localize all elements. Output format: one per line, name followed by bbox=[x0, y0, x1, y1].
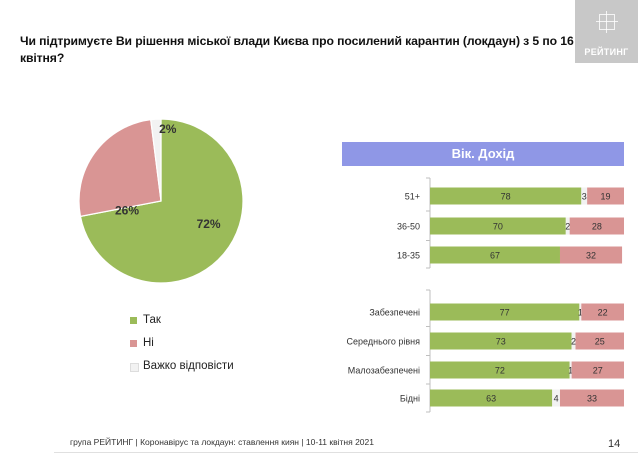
legend-label-hard: Важко відповісти bbox=[143, 360, 234, 372]
legend-label-no: Ні bbox=[143, 337, 154, 349]
bar-no-label: 32 bbox=[586, 251, 596, 261]
pie-slice-no bbox=[78, 118, 162, 218]
bar-yes bbox=[430, 361, 570, 379]
bar-no bbox=[559, 389, 624, 407]
bar-yes-label: 63 bbox=[486, 394, 496, 404]
bar-no-label: 28 bbox=[592, 222, 602, 232]
bar-yes bbox=[430, 217, 566, 235]
footer-divider bbox=[54, 452, 638, 453]
bar-no bbox=[571, 361, 624, 379]
footer-text: група РЕЙТИНГ | Коронавірус та локдаун: … bbox=[70, 437, 374, 447]
bar-hard bbox=[571, 332, 576, 350]
bar-no bbox=[581, 303, 624, 321]
bar-no-label: 25 bbox=[595, 337, 605, 347]
bar-hard-label: 1 bbox=[568, 366, 573, 376]
bar-no-label: 19 bbox=[601, 192, 611, 202]
bar-no bbox=[559, 246, 623, 264]
category-label: 51+ bbox=[405, 192, 420, 202]
pie-slice-yes bbox=[79, 118, 244, 284]
bar-yes-label: 73 bbox=[496, 337, 506, 347]
bar-yes bbox=[430, 389, 553, 407]
bar-yes bbox=[430, 303, 580, 321]
bar-hard bbox=[565, 217, 570, 235]
bar-chart-title: Вік. Дохід bbox=[342, 142, 624, 166]
bar-yes-label: 67 bbox=[490, 251, 500, 261]
bar-yes-label: 72 bbox=[495, 366, 505, 376]
legend-item-yes: Так bbox=[130, 313, 234, 336]
bar-hard-label: 2 bbox=[565, 222, 570, 232]
pie-chart: 72% 26% 2% bbox=[76, 116, 246, 286]
category-label: Бідні bbox=[400, 394, 420, 404]
bar-hard bbox=[569, 361, 572, 379]
bar-yes-label: 78 bbox=[501, 192, 511, 202]
bar-hard bbox=[579, 303, 582, 321]
legend-swatch-yes bbox=[130, 317, 137, 324]
pie-label-hard: 2% bbox=[159, 122, 177, 136]
bar-hard-label: 2 bbox=[571, 337, 576, 347]
pie-label-no: 26% bbox=[115, 204, 139, 218]
bar-yes bbox=[430, 332, 572, 350]
category-label: 18-35 bbox=[397, 251, 420, 261]
bar-yes bbox=[430, 187, 582, 205]
bar-no-label: 22 bbox=[598, 308, 608, 318]
legend-label-yes: Так bbox=[143, 314, 161, 326]
bar-yes-label: 70 bbox=[493, 222, 503, 232]
page-title: Чи підтримуєте Ви рішення міської влади … bbox=[20, 34, 574, 65]
bar-no bbox=[569, 217, 624, 235]
bar-no-label: 27 bbox=[593, 366, 603, 376]
bar-hard-label: 3 bbox=[582, 192, 587, 202]
legend-item-no: Ні bbox=[130, 336, 234, 359]
category-label: Малозабезпечені bbox=[348, 366, 420, 376]
bar-yes-label: 77 bbox=[500, 308, 510, 318]
bar-yes bbox=[430, 246, 560, 264]
pie-slice-hard bbox=[150, 118, 162, 202]
category-label: Забезпечені bbox=[369, 308, 420, 318]
logo-text: РЕЙТИНГ bbox=[584, 47, 629, 57]
rating-logo: РЕЙТИНГ bbox=[575, 0, 638, 63]
bar-no-label: 33 bbox=[587, 394, 597, 404]
bar-no bbox=[587, 187, 624, 205]
page-number: 14 bbox=[608, 438, 621, 450]
bar-hard-label: 4 bbox=[554, 394, 559, 404]
category-label: Середнього рівня bbox=[347, 337, 421, 347]
legend-item-hard: Важко відповісти bbox=[130, 359, 234, 382]
bar-hard bbox=[552, 389, 560, 407]
bar-hard bbox=[581, 187, 588, 205]
legend-swatch-hard bbox=[130, 363, 139, 372]
logo-mark-icon bbox=[596, 11, 618, 33]
bar-hard-label: 1 bbox=[578, 308, 583, 318]
pie-chart-svg: 72% 26% 2% bbox=[78, 118, 244, 284]
pie-legend: Так Ні Важко відповісти bbox=[130, 313, 234, 382]
bar-no bbox=[575, 332, 624, 350]
pie-label-yes: 72% bbox=[197, 217, 221, 231]
category-label: 36-50 bbox=[397, 222, 420, 232]
legend-swatch-no bbox=[130, 340, 137, 347]
